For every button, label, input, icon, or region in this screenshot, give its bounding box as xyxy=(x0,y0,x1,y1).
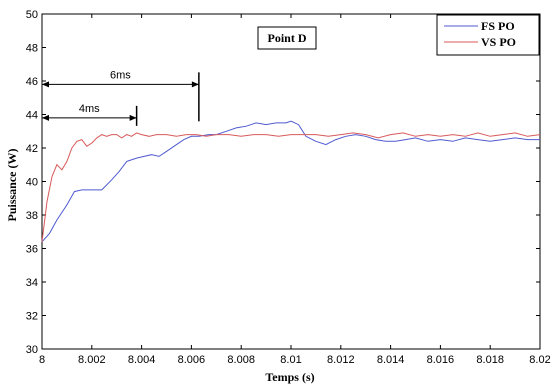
y-tick-label: 48 xyxy=(26,43,38,55)
x-tick-label: 8 xyxy=(39,354,45,366)
series-line-vs-po xyxy=(41,132,541,242)
x-tick-label: 8.01 xyxy=(280,354,301,366)
series-group xyxy=(41,120,541,243)
y-tick-label: 32 xyxy=(26,311,38,323)
x-tick-label: 8.002 xyxy=(78,354,106,366)
y-tick-label: 38 xyxy=(26,210,38,222)
x-tick-label: 8.004 xyxy=(128,354,156,366)
annotation-6ms-arrowhead-right xyxy=(191,81,199,88)
y-axis-title: Puissance (W) xyxy=(5,149,19,222)
x-axis-title: Temps (s) xyxy=(265,370,314,384)
y-tick-label: 34 xyxy=(26,277,38,289)
x-tick-label: 8.012 xyxy=(327,354,355,366)
annotation-4ms-arrowhead-left xyxy=(42,114,49,121)
y-tick-label: 50 xyxy=(26,9,38,21)
x-tick-label: 8.02 xyxy=(529,354,550,366)
point-d-label: Point D xyxy=(268,31,307,45)
annotations: 6ms 4ms xyxy=(42,69,200,126)
y-tick-label: 40 xyxy=(26,177,38,189)
plot-frame xyxy=(41,13,541,350)
annotation-4ms-label: 4ms xyxy=(79,103,100,115)
y-tick-label: 42 xyxy=(26,143,38,155)
y-tick-label: 46 xyxy=(26,76,38,88)
series-line-fs-po xyxy=(41,120,540,243)
legend-frame xyxy=(436,14,540,56)
ticks: 8 8.002 8.004 8.006 8.008 8.01 8.012 8.014 8.016… xyxy=(26,9,551,366)
x-tick-label: 8.008 xyxy=(227,354,255,366)
annotation-6ms-arrowhead-left xyxy=(42,81,49,88)
y-tick-label: 30 xyxy=(26,344,38,356)
x-tick-label: 8.018 xyxy=(476,354,504,366)
legend: FS PO VS PO xyxy=(436,14,540,56)
legend-label-vs-po: VS PO xyxy=(481,35,516,49)
y-tick-label: 36 xyxy=(26,244,38,256)
x-tick-label: 8.016 xyxy=(427,354,455,366)
x-tick-label: 8.006 xyxy=(178,354,206,366)
point-d-box: Point D xyxy=(257,26,317,50)
legend-label-fs-po: FS PO xyxy=(481,19,515,33)
annotation-4ms-arrowhead-right xyxy=(129,114,137,121)
y-tick-label: 44 xyxy=(26,110,38,122)
x-tick-label: 8.014 xyxy=(377,354,405,366)
annotation-6ms-label: 6ms xyxy=(110,69,131,81)
point-d-frame xyxy=(257,26,317,50)
